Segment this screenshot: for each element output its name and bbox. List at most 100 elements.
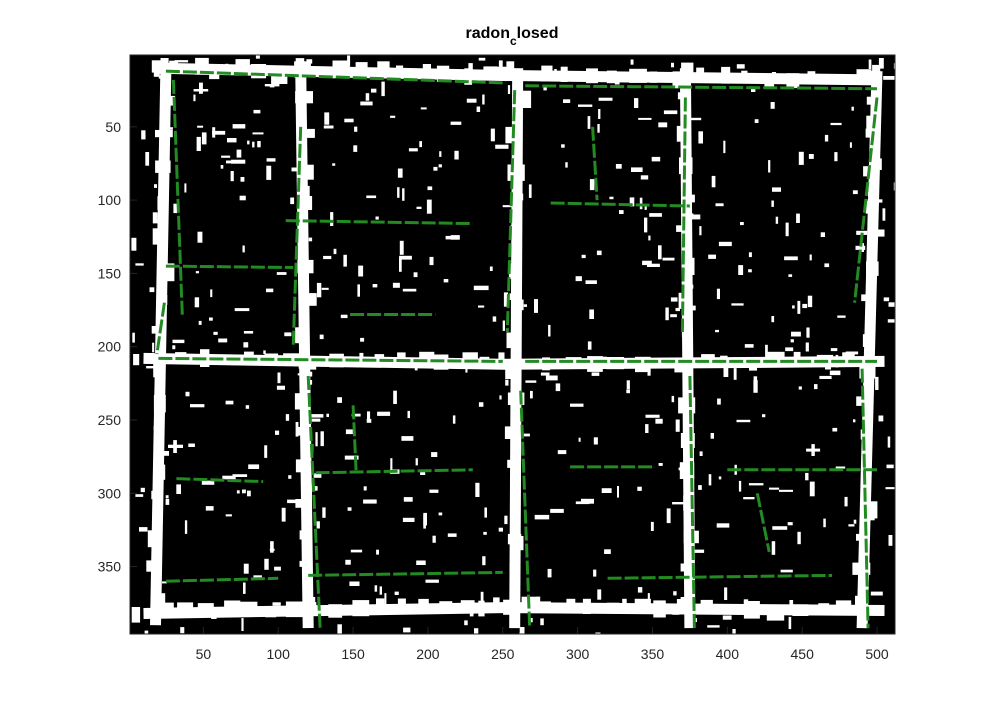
speckle: [587, 116, 591, 129]
speckle: [416, 560, 426, 565]
detected-line: [591, 126, 599, 201]
speckle: [478, 305, 485, 308]
detected-line: [176, 477, 264, 484]
speckle: [495, 144, 509, 149]
band-blob: [721, 66, 731, 84]
speckle: [738, 480, 742, 492]
speckle: [239, 195, 246, 201]
speckle: [384, 593, 387, 608]
band-blob: [161, 95, 176, 106]
speckle: [232, 474, 248, 477]
speckle: [266, 158, 276, 162]
band-blob: [295, 58, 305, 73]
band-blob: [862, 334, 873, 347]
band-blob: [509, 293, 518, 300]
speckle: [779, 489, 793, 492]
speckle: [534, 514, 550, 520]
speckle: [829, 370, 841, 376]
speckle: [597, 589, 602, 600]
speckle: [165, 499, 170, 505]
speckle: [772, 526, 788, 530]
x-tick-label: 150: [341, 646, 365, 662]
plot-area: [129, 54, 899, 646]
band-blob: [678, 397, 696, 414]
speckle: [645, 424, 649, 433]
speckle: [768, 160, 771, 173]
speckle: [640, 175, 649, 180]
speckle: [452, 415, 456, 424]
speckle: [591, 372, 600, 376]
speckle: [345, 429, 353, 435]
speckle: [502, 320, 505, 331]
speckle: [663, 110, 678, 115]
band-blob: [766, 604, 785, 621]
band-blob: [606, 70, 617, 84]
speckle: [597, 124, 600, 133]
speckle: [295, 422, 299, 437]
speckle: [482, 556, 486, 566]
speckle: [490, 128, 495, 142]
band-blob: [397, 598, 406, 614]
band-blob: [507, 533, 522, 545]
speckle: [447, 533, 457, 537]
band-blob: [377, 61, 390, 74]
band-blob: [297, 128, 315, 138]
speckle: [407, 410, 410, 419]
speckle: [241, 618, 244, 631]
band-blob: [582, 598, 591, 614]
speckle: [375, 216, 379, 220]
speckle: [787, 522, 793, 526]
speckle: [666, 508, 671, 524]
speckle: [765, 344, 768, 359]
band-blob: [285, 601, 304, 618]
band-blob: [332, 60, 350, 79]
band-blob: [860, 429, 869, 440]
speckle: [658, 122, 668, 128]
speckle: [195, 271, 199, 274]
speckle: [399, 257, 402, 272]
speckle: [185, 391, 190, 397]
band-blob: [565, 357, 582, 367]
speckle: [478, 57, 486, 61]
detected-line: [505, 90, 517, 333]
speckle: [209, 317, 213, 321]
speckle: [651, 156, 661, 162]
speckle: [205, 506, 214, 511]
band-blob: [376, 598, 385, 606]
speckle: [225, 400, 234, 405]
speckle: [626, 389, 630, 394]
speckle: [563, 99, 571, 103]
speckle: [733, 368, 737, 380]
speckle: [754, 119, 759, 123]
speckle: [420, 470, 426, 475]
speckle: [308, 237, 313, 242]
speckle: [630, 59, 634, 65]
detected-line: [285, 219, 473, 226]
speckle: [399, 240, 404, 255]
speckle: [886, 464, 894, 469]
speckle: [210, 289, 213, 298]
axis-ticks: 50 100 150 200 250 300 350 400 450 500 50 100 150 200…: [98, 119, 889, 662]
band-blob: [680, 433, 695, 448]
band-blob: [506, 61, 515, 75]
speckle: [199, 82, 203, 94]
band-blob: [792, 604, 809, 616]
speckle: [255, 55, 260, 59]
band-blob: [866, 261, 879, 276]
speckle: [429, 256, 434, 266]
speckle: [184, 183, 187, 193]
band-blob: [328, 604, 343, 618]
speckle: [715, 329, 719, 333]
speckle: [893, 182, 899, 191]
speckle: [376, 549, 379, 555]
speckle: [431, 452, 438, 457]
speckle: [152, 342, 155, 353]
band-blob: [295, 91, 313, 104]
band-blob: [313, 67, 322, 77]
speckle: [791, 331, 801, 337]
speckle: [589, 179, 595, 191]
speckle: [420, 107, 427, 110]
band-blob: [299, 560, 308, 567]
speckle: [578, 437, 581, 442]
speckle: [824, 134, 829, 142]
